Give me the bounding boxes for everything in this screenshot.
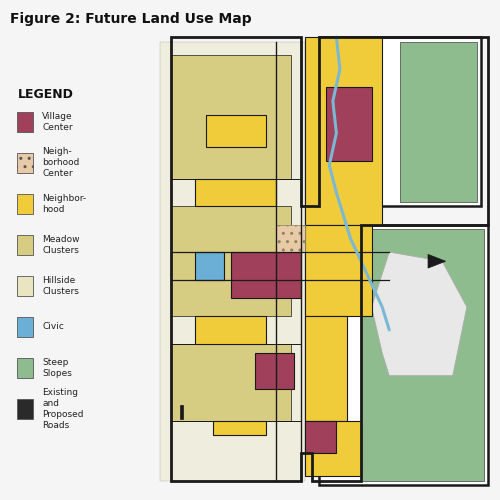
Polygon shape — [304, 422, 361, 476]
Polygon shape — [196, 316, 266, 344]
Text: Steep
Slopes: Steep Slopes — [42, 358, 72, 378]
Text: Figure 2: Future Land Use Map: Figure 2: Future Land Use Map — [10, 12, 252, 26]
Polygon shape — [230, 252, 301, 298]
Polygon shape — [196, 252, 224, 280]
Polygon shape — [170, 344, 290, 421]
Polygon shape — [428, 254, 446, 268]
Text: Neigh-
borhood
Center: Neigh- borhood Center — [42, 148, 80, 178]
FancyBboxPatch shape — [16, 276, 34, 295]
Text: Meadow
Clusters: Meadow Clusters — [42, 235, 80, 255]
Text: Hillside
Clusters: Hillside Clusters — [42, 276, 79, 296]
Text: Village
Center: Village Center — [42, 112, 73, 132]
Polygon shape — [304, 224, 372, 316]
Polygon shape — [361, 229, 484, 481]
FancyBboxPatch shape — [16, 194, 34, 214]
FancyBboxPatch shape — [16, 112, 34, 132]
Polygon shape — [276, 224, 304, 252]
Polygon shape — [372, 252, 467, 376]
FancyBboxPatch shape — [16, 153, 34, 172]
FancyBboxPatch shape — [16, 235, 34, 255]
Polygon shape — [196, 179, 276, 206]
FancyBboxPatch shape — [16, 399, 34, 418]
Polygon shape — [319, 224, 488, 486]
FancyBboxPatch shape — [16, 358, 34, 378]
Polygon shape — [170, 206, 290, 316]
Polygon shape — [400, 42, 477, 202]
Polygon shape — [213, 422, 266, 435]
Polygon shape — [304, 422, 336, 454]
Text: LEGEND: LEGEND — [18, 88, 74, 101]
Polygon shape — [180, 406, 183, 419]
FancyBboxPatch shape — [16, 317, 34, 336]
Polygon shape — [304, 316, 347, 422]
Text: Existing
and
Proposed
Roads: Existing and Proposed Roads — [42, 388, 84, 430]
Polygon shape — [319, 37, 481, 206]
Polygon shape — [206, 115, 266, 147]
Text: Civic: Civic — [42, 322, 64, 332]
Text: Neighbor-
hood: Neighbor- hood — [42, 194, 86, 214]
Polygon shape — [170, 56, 290, 179]
Polygon shape — [304, 37, 382, 224]
Polygon shape — [256, 353, 294, 390]
Polygon shape — [160, 42, 304, 481]
Polygon shape — [326, 88, 372, 160]
